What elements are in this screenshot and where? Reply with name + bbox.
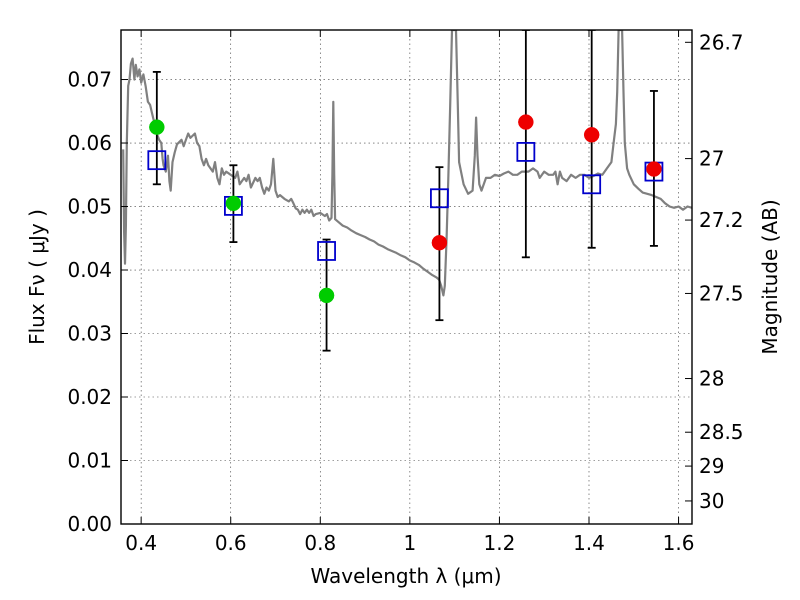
- model-flux-square: [430, 188, 449, 209]
- x-tick-label: 1.6: [663, 531, 695, 555]
- y-tick-label: 0.03: [67, 322, 112, 346]
- y-tick-label: 0.05: [67, 195, 112, 219]
- mag-tick-label: 30: [699, 489, 724, 513]
- plot-area: [122, 30, 692, 352]
- observed-flux-point: [583, 127, 600, 143]
- mag-tick-label: 27.5: [699, 281, 744, 305]
- model-flux-square: [147, 150, 167, 171]
- mag-tick-label: 27: [699, 147, 724, 171]
- y-tick-label: 0.06: [67, 131, 112, 155]
- model-flux-square: [582, 174, 602, 195]
- mag-tick-label: 27.2: [699, 208, 744, 232]
- y-axis-right-title: Magnitude (AB): [758, 199, 782, 354]
- x-tick-label: 1.2: [484, 531, 516, 555]
- mag-tick-label: 28: [699, 367, 724, 391]
- observed-flux-point: [318, 287, 335, 304]
- plot-frame: [120, 29, 693, 525]
- observed-flux-point: [431, 234, 448, 251]
- x-tick-label: 1: [403, 531, 416, 555]
- axis-ticks: 0.4 0.6 0.8 1 1.2 1.4 1.6 0.00 0.01 0.02 0.03 0.04 0…: [67, 30, 744, 555]
- mag-tick-label: 28.5: [699, 420, 744, 444]
- x-tick-label: 0.4: [125, 531, 157, 555]
- y-tick-label: 0.01: [67, 449, 112, 473]
- x-tick-label: 0.6: [215, 531, 247, 555]
- model-flux-square: [317, 241, 336, 261]
- y-tick-label: 0.02: [67, 385, 112, 409]
- observed-flux-point: [225, 195, 242, 212]
- y-tick-label: 0.04: [67, 258, 112, 282]
- y-tick-label: 0.00: [67, 512, 112, 536]
- model-spectrum-line: [122, 30, 692, 297]
- mag-tick-label: 29: [699, 454, 724, 478]
- observed-flux-point: [149, 119, 165, 135]
- mag-tick-label: 26.7: [699, 30, 744, 54]
- y-tick-label: 0.07: [67, 68, 112, 92]
- x-tick-label: 0.8: [304, 531, 336, 555]
- observed-flux-point: [518, 114, 534, 130]
- x-axis-title: Wavelength λ (μm): [310, 564, 501, 588]
- x-tick-label: 1.4: [573, 531, 605, 555]
- observed-flux-point: [646, 161, 662, 177]
- y-axis-title: Flux Fν ( μJy ): [25, 209, 49, 345]
- model-flux-square: [516, 142, 536, 162]
